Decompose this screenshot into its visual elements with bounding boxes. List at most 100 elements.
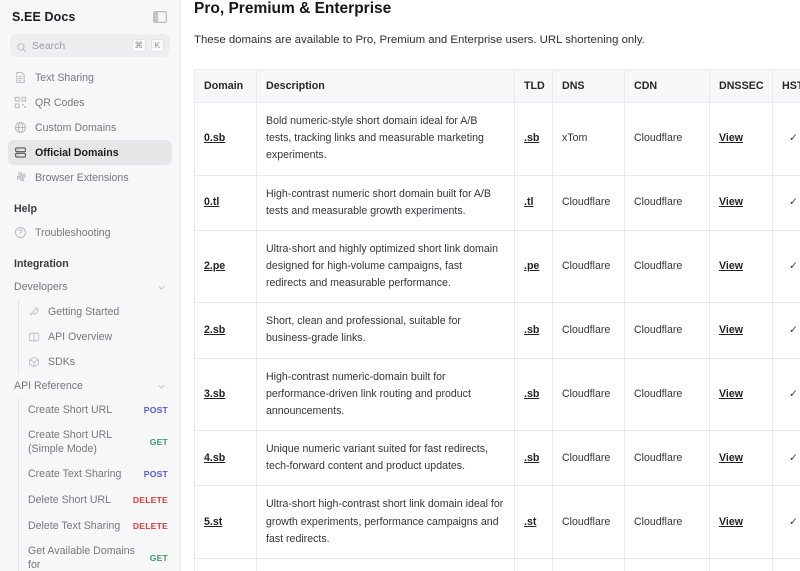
sidebar-item-custom-domains[interactable]: Custom Domains	[8, 115, 172, 140]
api-item-label: Delete Short URL	[28, 493, 112, 506]
sidebar-item-get-available-domains[interactable]: Get Available Domains for GET	[19, 540, 176, 571]
cell-dnssec-link[interactable]: View	[719, 132, 743, 145]
sidebar-section-help: Help	[14, 203, 37, 215]
sidebar-group-label: API Reference	[14, 380, 83, 392]
table-row: 2.pe Ultra-short and highly optimized sho…	[194, 229, 800, 304]
cell-dnssec-link[interactable]: View	[719, 451, 743, 464]
puzzle-icon	[14, 171, 27, 184]
cell-dnssec[interactable]: View	[709, 357, 773, 432]
main-content[interactable]: Pro, Premium & Enterprise These domains …	[181, 0, 800, 571]
cell-tld-link[interactable]: .sb	[524, 132, 540, 145]
sidebar-scroll[interactable]: Text Sharing QR Codes	[0, 65, 180, 571]
cell-domain[interactable]: 2.sb	[194, 302, 257, 359]
cell-cdn: Cloudflare	[624, 174, 710, 231]
cell-domain-link[interactable]: 4.sb	[204, 451, 226, 464]
cell-dnssec[interactable]: View	[709, 430, 773, 487]
cell-dnssec[interactable]: View	[709, 102, 773, 176]
sidebar-group-label: Developers	[14, 281, 68, 293]
cell-dnssec-link[interactable]: View	[719, 515, 743, 528]
cell-domain[interactable]: 3.sb	[194, 357, 257, 432]
sidebar-item-create-short-url[interactable]: Create Short URL POST	[19, 398, 176, 424]
method-badge: POST	[143, 405, 168, 416]
cell-dnssec[interactable]: View	[709, 302, 773, 359]
cell-tld[interactable]: .sb	[514, 102, 553, 176]
cell-description: Unique numeric variant suited for fast r…	[256, 430, 515, 487]
cell-dnssec[interactable]: View	[709, 174, 773, 231]
cell-domain-link[interactable]: 5.st	[204, 515, 223, 528]
cell-dns: xTom	[552, 102, 625, 176]
cell-dns: Cloudflare	[552, 485, 625, 559]
cell-hsts: ✓	[772, 485, 800, 559]
cell-domain-link[interactable]: 2.sb	[204, 323, 226, 336]
cell-tld-link[interactable]: .sb	[524, 451, 540, 464]
sidebar-item-create-short-url-simple[interactable]: Create Short URL (Simple Mode) GET	[19, 424, 176, 462]
column-header-cdn: CDN	[624, 69, 710, 104]
cell-tld-link[interactable]: .sb	[524, 323, 540, 336]
page-subtitle: These domains are available to Pro, Prem…	[194, 34, 645, 47]
cell-tld-link[interactable]: .tl	[524, 196, 534, 209]
cell-domain[interactable]: 4.sb	[194, 430, 257, 487]
cell-domain[interactable]: 2.pe	[194, 229, 257, 304]
cell-domain[interactable]: 0.sb	[194, 102, 257, 176]
cell-domain[interactable]: 5.st	[194, 485, 257, 559]
sidebar-group-api-reference[interactable]: API Reference	[8, 374, 172, 398]
cell-domain[interactable]: 6.vu	[194, 557, 257, 571]
cell-tld-link[interactable]: .st	[524, 515, 537, 528]
cell-tld-link[interactable]: .pe	[524, 259, 540, 272]
cell-tld-link[interactable]: .sb	[524, 387, 540, 400]
cell-description: Short, clean and professional, suitable …	[256, 302, 515, 359]
sidebar-item-delete-short-url[interactable]: Delete Short URL DELETE	[19, 488, 176, 514]
cell-domain-link[interactable]: 0.tl	[204, 196, 220, 209]
cell-tld[interactable]: .sb	[514, 302, 553, 359]
cell-dnssec[interactable]: View	[709, 229, 773, 304]
content-wrapper: Pro, Premium & Enterprise These domains …	[194, 0, 800, 571]
cell-dns: xTom	[552, 557, 625, 571]
sidebar-item-api-overview[interactable]: API Overview	[19, 324, 174, 349]
sidebar-item-browser-extensions[interactable]: Browser Extensions	[8, 165, 172, 190]
cell-dnssec-link[interactable]: View	[719, 323, 743, 336]
api-item-label: Create Text Sharing	[28, 467, 122, 480]
cell-description: Ultra-short high-contrast short link dom…	[256, 485, 515, 559]
sidebar-item-qr-codes[interactable]: QR Codes	[8, 90, 172, 115]
sidebar-item-troubleshooting[interactable]: Troubleshooting	[8, 220, 172, 245]
sidebar-toggle-icon[interactable]	[152, 9, 168, 25]
column-header-tld: TLD	[514, 69, 553, 104]
cell-tld[interactable]: .sb	[514, 357, 553, 432]
cell-dnssec-link[interactable]: View	[719, 196, 743, 209]
cell-domain-link[interactable]: 3.sb	[204, 387, 226, 400]
cell-domain[interactable]: 0.tl	[194, 174, 257, 231]
sidebar-item-getting-started[interactable]: Getting Started	[19, 299, 174, 324]
api-item-label: Create Short URL (Simple Mode)	[28, 429, 112, 455]
cell-tld[interactable]: .st	[514, 485, 553, 559]
cell-domain-link[interactable]: 0.sb	[204, 132, 226, 145]
sidebar-section-integration: Integration	[14, 258, 69, 270]
sidebar-header: S.EE Docs	[0, 0, 180, 32]
official-domains-table: Domain Description TLD DNS CDN DNSSEC HS…	[194, 69, 800, 571]
rocket-icon	[28, 306, 40, 318]
sidebar-item-official-domains[interactable]: Official Domains	[8, 140, 172, 165]
sidebar-item-sdks[interactable]: SDKs	[19, 349, 174, 374]
cell-tld[interactable]: .pe	[514, 229, 553, 304]
qr-code-icon	[14, 96, 27, 109]
cell-tld[interactable]: .tl	[514, 174, 553, 231]
cell-domain-link[interactable]: 2.pe	[204, 259, 226, 272]
sidebar-item-delete-text-sharing[interactable]: Delete Text Sharing DELETE	[19, 514, 176, 540]
table-row: 0.sb Bold numeric-style short domain idea…	[194, 102, 800, 176]
sidebar-item-text-sharing[interactable]: Text Sharing	[8, 65, 172, 90]
cell-dnssec-link[interactable]: View	[719, 259, 743, 272]
cell-tld[interactable]: .vu	[514, 557, 553, 571]
cell-description: Bold numeric-style short domain ideal fo…	[256, 102, 515, 176]
cell-dnssec-link[interactable]: View	[719, 387, 743, 400]
cell-dnssec[interactable]: View	[709, 485, 773, 559]
sidebar-item-label: API Overview	[48, 330, 113, 343]
cell-tld[interactable]: .sb	[514, 430, 553, 487]
search-input[interactable]: Search ⌘ K	[10, 34, 170, 57]
sidebar-item-label: Official Domains	[35, 146, 119, 159]
sidebar-item-create-text-sharing[interactable]: Create Text Sharing POST	[19, 462, 176, 488]
cell-hsts: ✓	[772, 229, 800, 304]
sidebar-group-developers[interactable]: Developers	[8, 275, 172, 299]
sidebar: S.EE Docs Search ⌘ K	[0, 0, 181, 571]
column-header-hsts: HSTS	[772, 69, 800, 104]
cell-dnssec[interactable]: View	[709, 557, 773, 571]
